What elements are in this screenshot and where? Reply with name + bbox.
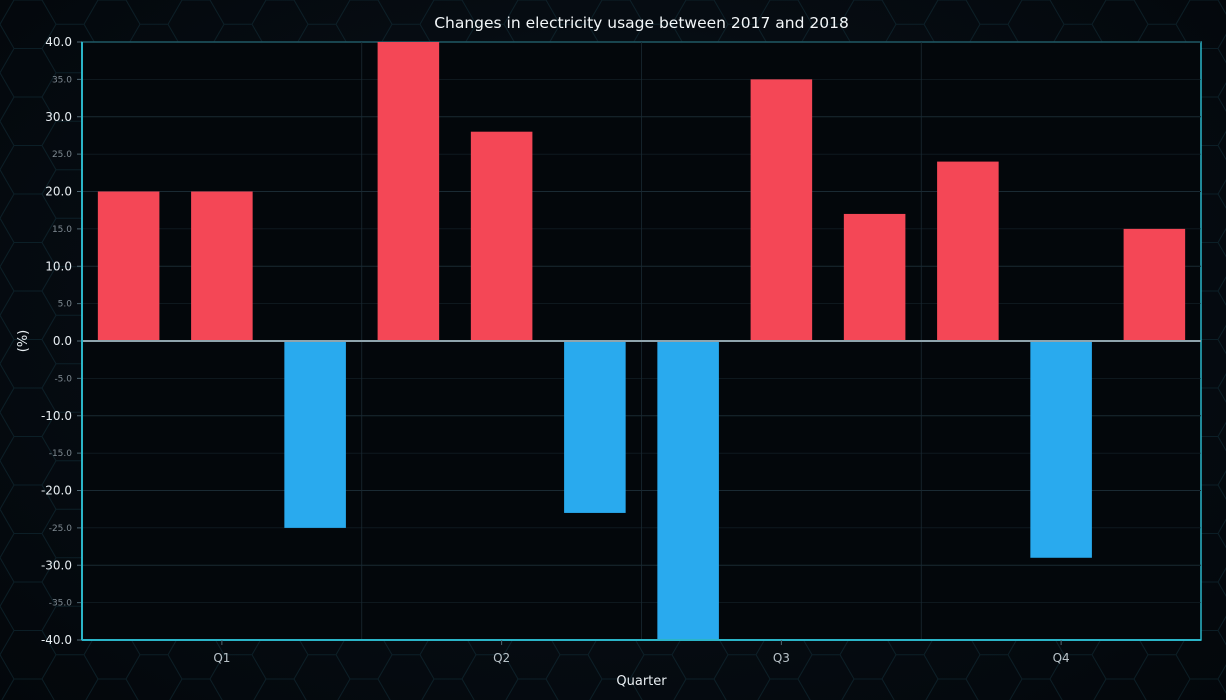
y-tick-label: 40.0 [45, 35, 72, 49]
bar [1123, 228, 1186, 341]
bar [470, 131, 533, 341]
y-tick-label: -15.0 [49, 449, 73, 459]
y-tick-label: -35.0 [49, 599, 73, 609]
bar [97, 191, 160, 341]
y-tick-label: 5.0 [58, 300, 73, 310]
y-tick-label: -25.0 [49, 524, 73, 534]
y-tick-label: 0.0 [53, 334, 72, 348]
bar [564, 341, 626, 513]
x-tick-label: Q3 [773, 651, 790, 665]
y-tick-label: -40.0 [41, 633, 72, 647]
x-tick-label: Q1 [213, 651, 230, 665]
y-tick-label: 15.0 [52, 225, 72, 235]
bar [284, 341, 346, 528]
chart-title: Changes in electricity usage between 201… [434, 14, 849, 32]
bar [1030, 341, 1092, 558]
y-tick-label: -5.0 [54, 374, 72, 384]
x-axis-title: Quarter [616, 674, 667, 689]
y-tick-label: 20.0 [45, 185, 72, 199]
bar [191, 191, 253, 341]
x-tick-label: Q2 [493, 651, 510, 665]
y-tick-label: -30.0 [41, 558, 72, 572]
bar [377, 42, 440, 341]
y-tick-label: -20.0 [41, 484, 72, 498]
bar [657, 341, 719, 640]
grid-lines [82, 41, 1201, 641]
bar [937, 161, 999, 341]
axes: -40.0 -35.0 -30.0 -25.0 -20.0 -15.0 -10.0 -5.0 0… [41, 35, 1201, 665]
x-tick-label: Q4 [1053, 651, 1070, 665]
y-tick-label: 10.0 [45, 259, 72, 273]
bars [97, 42, 1186, 640]
y-tick-label: 30.0 [45, 110, 72, 124]
y-tick-label: 35.0 [52, 75, 72, 85]
y-tick-label: -10.0 [41, 409, 72, 423]
y-axis-title: (%) [16, 330, 31, 353]
bar [843, 213, 906, 341]
bar [750, 79, 813, 341]
y-tick-label: 25.0 [52, 150, 72, 160]
